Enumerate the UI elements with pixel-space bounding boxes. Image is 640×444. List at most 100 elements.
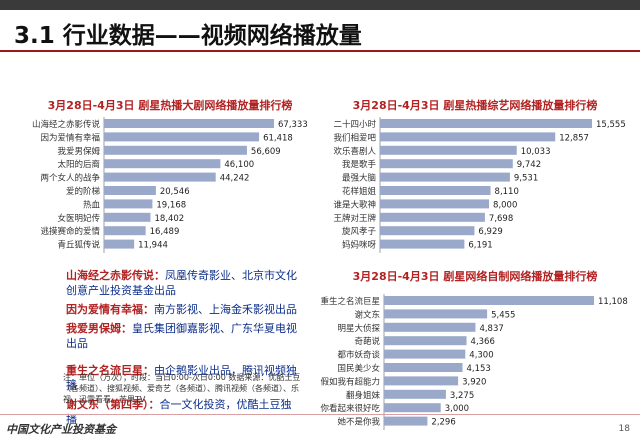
- note-item: 因为爱情有幸福：南方影视、上海金禾影视出品: [66, 302, 302, 317]
- bar: [380, 199, 490, 209]
- bar: [104, 145, 247, 155]
- note-sep: ：: [143, 364, 154, 377]
- category-label: 翻身姐妹: [346, 390, 381, 401]
- value-label: 19,168: [156, 200, 186, 210]
- bar: [380, 145, 517, 155]
- value-label: 11,108: [598, 297, 628, 307]
- category-label: 旋风孝子: [342, 226, 377, 237]
- category-label: 妈妈咪呀: [342, 240, 377, 251]
- value-label: 3,275: [450, 391, 474, 401]
- note-sep: ：: [154, 269, 165, 282]
- note-item: 山海经之赤影传说：凤凰传奇影业、北京市文化创意产业投资基金出品: [66, 268, 302, 298]
- note-sep: ：: [121, 322, 132, 335]
- note-item: 谢文东（第四季）：合一文化投资，优酷土豆独播: [66, 397, 302, 427]
- category-label: 她不是你我: [337, 417, 380, 428]
- value-label: 4,153: [467, 364, 491, 374]
- category-label: 女医明妃传: [57, 213, 100, 224]
- footer-divider: [0, 414, 640, 415]
- value-label: 4,300: [469, 351, 493, 361]
- value-label: 6,929: [478, 227, 502, 237]
- bar: [384, 389, 446, 399]
- page-title: 3.1 行业数据——视频网络播放量: [14, 23, 362, 49]
- category-label: 欢乐喜剧人: [333, 146, 376, 157]
- note-key: 重生之名流巨星: [66, 364, 143, 377]
- note-key: 山海经之赤影传说: [66, 269, 154, 282]
- bar: [384, 363, 463, 372]
- variety-ranking-chart: 二十四小时 15,555 我们相爱吧 12,857 欢乐喜剧人 10,033 我是歌手 9,7…: [333, 117, 626, 253]
- bar: [104, 159, 221, 169]
- value-label: 5,455: [491, 310, 515, 320]
- value-label: 20,546: [160, 187, 190, 197]
- category-label: 太阳的后裔: [57, 159, 100, 170]
- note-value: 皇氏集团御嘉影视、广东华夏电视出品: [66, 322, 297, 350]
- page-number: 18: [618, 424, 630, 434]
- value-label: 67,333: [278, 120, 308, 130]
- value-label: 44,242: [220, 174, 250, 184]
- category-label: 奇葩说: [354, 336, 380, 347]
- value-label: 9,531: [514, 174, 538, 184]
- note-key: 我爱男保姆: [66, 322, 121, 335]
- bar: [384, 403, 441, 413]
- category-label: 花样姐姐: [342, 186, 377, 197]
- bar: [104, 199, 153, 209]
- value-label: 2,296: [431, 418, 455, 428]
- value-label: 6,191: [468, 241, 492, 251]
- note-value: 合一文化投资，优酷土豆独播: [66, 398, 292, 426]
- bar: [104, 172, 216, 182]
- category-label: 我爱男保姆: [57, 146, 100, 157]
- value-label: 18,402: [154, 214, 184, 224]
- value-label: 46,100: [224, 160, 254, 170]
- category-label: 我们相爱吧: [333, 132, 376, 143]
- note-item: 重生之名流巨星：由企鹅影业出品，腾讯视频独播: [66, 363, 302, 393]
- category-label: 爱的阶梯: [66, 186, 101, 197]
- bar: [104, 226, 146, 236]
- note-value: 由企鹅影业出品，腾讯视频独播: [66, 364, 297, 392]
- category-label: 青丘狐传说: [57, 240, 100, 251]
- category-label: 都市妖奇谈: [337, 350, 380, 361]
- header-bar: [0, 0, 640, 10]
- category-label: 逃摸赛命的爱情: [40, 226, 100, 237]
- note-value: 南方影视、上海金禾影视出品: [154, 303, 297, 316]
- chart-2-title: 3月28日-4月3日 剧星热播综艺网络播放量排行榜: [352, 99, 598, 112]
- value-label: 3,920: [462, 377, 486, 387]
- category-label: 因为爱情有幸福: [40, 132, 100, 143]
- bar: [104, 119, 274, 128]
- value-label: 7,698: [489, 214, 513, 224]
- bar: [384, 322, 476, 332]
- value-label: 16,489: [150, 227, 180, 237]
- bar: [380, 226, 475, 236]
- note-sep: ：: [143, 303, 154, 316]
- bar: [380, 119, 592, 128]
- category-label: 王牌对王牌: [333, 213, 376, 224]
- category-label: 谁是大歌神: [333, 199, 376, 210]
- drama-ranking-chart: 山海经之赤影传说 67,333 因为爱情有幸福 61,418 我爱男保姆 56,609 太阳…: [32, 117, 308, 253]
- bar: [384, 376, 459, 386]
- title-divider: [0, 50, 640, 52]
- value-label: 15,555: [596, 120, 626, 130]
- category-label: 明星大侦探: [337, 323, 380, 334]
- bar: [104, 212, 151, 222]
- category-label: 重生之名流巨星: [320, 296, 380, 307]
- value-label: 8,110: [495, 187, 519, 197]
- bar: [104, 132, 260, 142]
- value-label: 8,000: [493, 200, 517, 210]
- category-label: 二十四小时: [333, 119, 376, 130]
- value-label: 56,609: [251, 147, 281, 157]
- value-label: 9,742: [517, 160, 541, 170]
- note-key: 因为爱情有幸福: [66, 303, 143, 316]
- value-label: 12,857: [559, 133, 589, 143]
- bar: [380, 186, 491, 195]
- note-item: 我爱男保姆：皇氏集团御嘉影视、广东华夏电视出品: [66, 321, 302, 351]
- note-sep: ：: [148, 398, 160, 411]
- bar: [380, 132, 556, 142]
- production-notes: 山海经之赤影传说：凤凰传奇影业、北京市文化创意产业投资基金出品 因为爱情有幸福：…: [66, 268, 302, 431]
- value-label: 61,418: [263, 133, 293, 143]
- bar: [380, 212, 485, 222]
- value-label: 3,000: [445, 404, 469, 414]
- category-label: 你看起来很好吃: [320, 403, 380, 414]
- chart-1-title: 3月28日-4月3日 剧星热播大剧网络播放量排行榜: [47, 99, 293, 112]
- bar: [384, 309, 488, 319]
- bar: [384, 416, 428, 426]
- bar: [384, 349, 466, 359]
- bar: [380, 159, 513, 169]
